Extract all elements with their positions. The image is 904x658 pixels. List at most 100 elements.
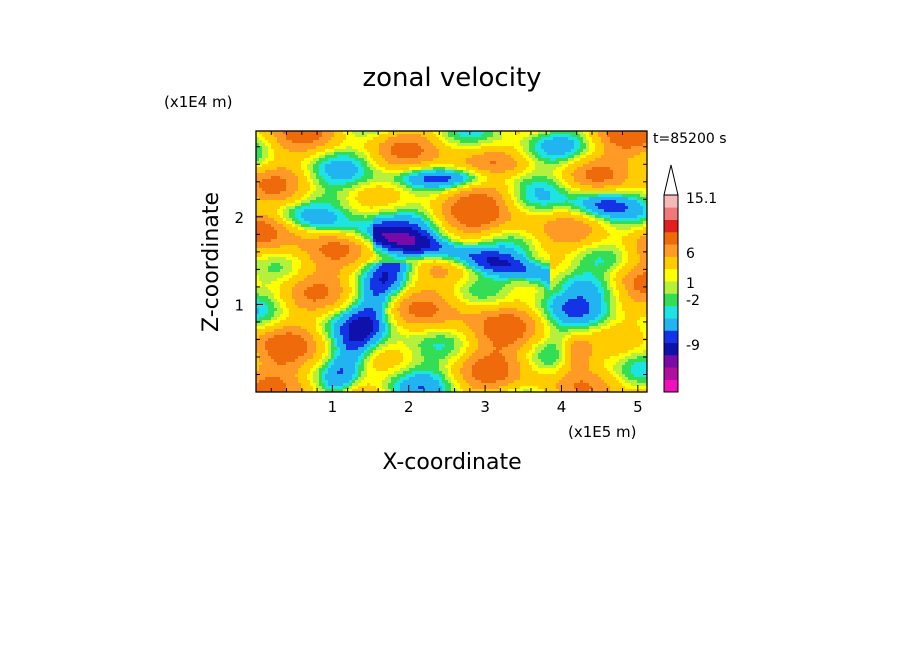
field-cell	[268, 179, 272, 183]
field-cell	[562, 191, 566, 195]
field-cell	[475, 149, 479, 153]
field-cell	[397, 137, 401, 141]
field-cell	[355, 230, 359, 234]
field-cell	[454, 218, 458, 222]
field-cell	[595, 140, 599, 144]
field-cell	[400, 179, 404, 183]
field-cell	[370, 212, 374, 216]
field-cell	[259, 233, 263, 237]
field-cell	[349, 134, 353, 138]
field-cell	[643, 212, 647, 216]
field-cell	[277, 134, 281, 138]
field-cell	[415, 194, 419, 198]
field-cell	[550, 209, 554, 213]
field-cell	[373, 236, 377, 240]
field-cell	[490, 161, 494, 165]
field-cell	[340, 209, 344, 213]
field-cell	[307, 167, 311, 171]
field-cell	[559, 185, 563, 189]
field-cell	[583, 194, 587, 198]
field-cell	[268, 137, 272, 141]
field-cell	[592, 221, 596, 225]
field-cell	[502, 170, 506, 174]
field-cell	[436, 173, 440, 177]
field-cell	[595, 191, 599, 195]
field-cell	[307, 179, 311, 183]
field-cell	[370, 146, 374, 150]
field-cell	[472, 173, 476, 177]
field-cell	[499, 218, 503, 222]
field-cell	[517, 167, 521, 171]
field-cell	[439, 179, 443, 183]
field-cell	[358, 206, 362, 210]
field-cell	[520, 161, 524, 165]
field-cell	[607, 200, 611, 204]
field-cell	[571, 140, 575, 144]
field-cell	[304, 167, 308, 171]
field-cell	[343, 233, 347, 237]
field-cell	[394, 221, 398, 225]
field-cell	[562, 209, 566, 213]
field-cell	[469, 146, 473, 150]
field-cell	[484, 194, 488, 198]
field-cell	[628, 242, 632, 246]
field-cell	[625, 227, 629, 231]
field-cell	[394, 143, 398, 147]
field-cell	[478, 197, 482, 201]
field-cell	[325, 209, 329, 213]
field-cell	[553, 197, 557, 201]
field-cell	[529, 203, 533, 207]
field-cell	[607, 191, 611, 195]
field-cell	[322, 131, 326, 135]
field-cell	[472, 170, 476, 174]
field-cell	[415, 179, 419, 183]
field-cell	[529, 158, 533, 162]
field-cell	[538, 152, 542, 156]
field-cell	[259, 140, 263, 144]
field-cell	[589, 173, 593, 177]
field-cell	[373, 185, 377, 189]
field-cell	[364, 227, 368, 231]
field-cell	[361, 227, 365, 231]
field-cell	[505, 218, 509, 222]
field-cell	[535, 185, 539, 189]
field-cell	[526, 197, 530, 201]
field-cell	[469, 137, 473, 141]
field-cell	[535, 197, 539, 201]
field-cell	[640, 164, 644, 168]
field-cell	[340, 218, 344, 222]
field-cell	[595, 221, 599, 225]
field-cell	[631, 194, 635, 198]
field-cell	[412, 158, 416, 162]
field-cell	[442, 206, 446, 210]
field-cell	[430, 206, 434, 210]
field-cell	[637, 224, 641, 228]
field-cell	[517, 218, 521, 222]
field-cell	[604, 197, 608, 201]
field-cell	[598, 155, 602, 159]
field-cell	[460, 182, 464, 186]
field-cell	[352, 194, 356, 198]
field-cell	[436, 230, 440, 234]
field-cell	[514, 236, 518, 240]
field-cell	[574, 218, 578, 222]
field-cell	[355, 242, 359, 246]
field-cell	[328, 206, 332, 210]
field-cell	[481, 149, 485, 153]
field-cell	[259, 191, 263, 195]
field-cell	[490, 224, 494, 228]
field-cell	[541, 239, 545, 243]
field-cell	[523, 212, 527, 216]
field-cell	[352, 161, 356, 165]
field-cell	[295, 236, 299, 240]
field-cell	[418, 221, 422, 225]
field-cell	[565, 215, 569, 219]
field-cell	[601, 191, 605, 195]
field-cell	[268, 134, 272, 138]
field-cell	[610, 164, 614, 168]
field-cell	[526, 182, 530, 186]
field-cell	[475, 158, 479, 162]
field-cell	[274, 209, 278, 213]
field-cell	[532, 239, 536, 243]
field-cell	[310, 230, 314, 234]
